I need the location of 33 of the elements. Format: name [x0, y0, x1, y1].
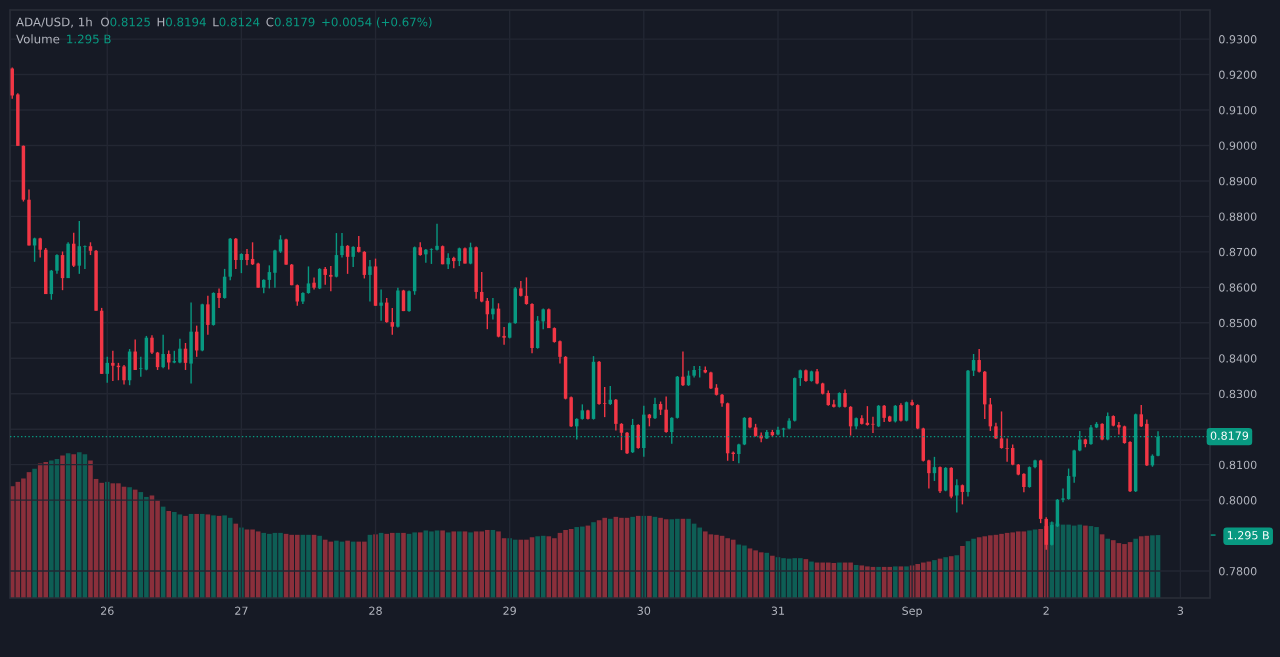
- annotation: L0.8124: [213, 17, 260, 27]
- y-tick-label: 0.8300: [1219, 389, 1257, 399]
- y-tick-label: 0.7800: [1219, 567, 1257, 576]
- y2-tick-label: 1.295 B: [1227, 531, 1269, 540]
- x-tick-label: 28: [369, 606, 382, 615]
- annotation: H0.8194: [157, 17, 206, 27]
- y-tick-label: 0.8900: [1219, 176, 1257, 186]
- y-tick-label: 0.8800: [1219, 212, 1257, 221]
- y-tick-label: 0.8500: [1219, 318, 1257, 328]
- annotation: Volume: [16, 34, 60, 44]
- x-tick-label: Sep: [902, 606, 922, 618]
- x-tick-label: 31: [771, 606, 784, 615]
- x-tick-label: 3: [1177, 606, 1184, 615]
- y-tick-label: 0.9000: [1219, 141, 1257, 150]
- y-tick-label: 0.8600: [1219, 283, 1257, 292]
- y-tick-label: 0.8700: [1219, 247, 1257, 257]
- x-tick-label: 30: [637, 606, 651, 615]
- x-tick-label: 29: [503, 606, 516, 615]
- x-tick-label: 26: [101, 606, 114, 615]
- y-tick-label: 0.9200: [1219, 70, 1257, 79]
- text: ADA/USD, 1h: [16, 17, 92, 28]
- y-tick-label: 0.9300: [1219, 35, 1257, 44]
- annotation: C0.8179: [266, 17, 315, 27]
- y-tick-label: 0.8400: [1219, 354, 1257, 363]
- annotation: +0.0054 (+0.67%): [322, 17, 432, 28]
- annotation: O0.8125: [101, 17, 150, 27]
- y-tick-label: 0.8100: [1219, 460, 1257, 470]
- ref-line-label: 0.8179: [1210, 431, 1249, 440]
- x-tick-label: 27: [235, 606, 248, 615]
- x-tick-label: 2: [1043, 606, 1049, 615]
- y-tick-label: 0.8000: [1219, 496, 1257, 505]
- y-tick-label: 0.9100: [1219, 105, 1257, 115]
- annotation: 1.295 B: [67, 34, 111, 44]
